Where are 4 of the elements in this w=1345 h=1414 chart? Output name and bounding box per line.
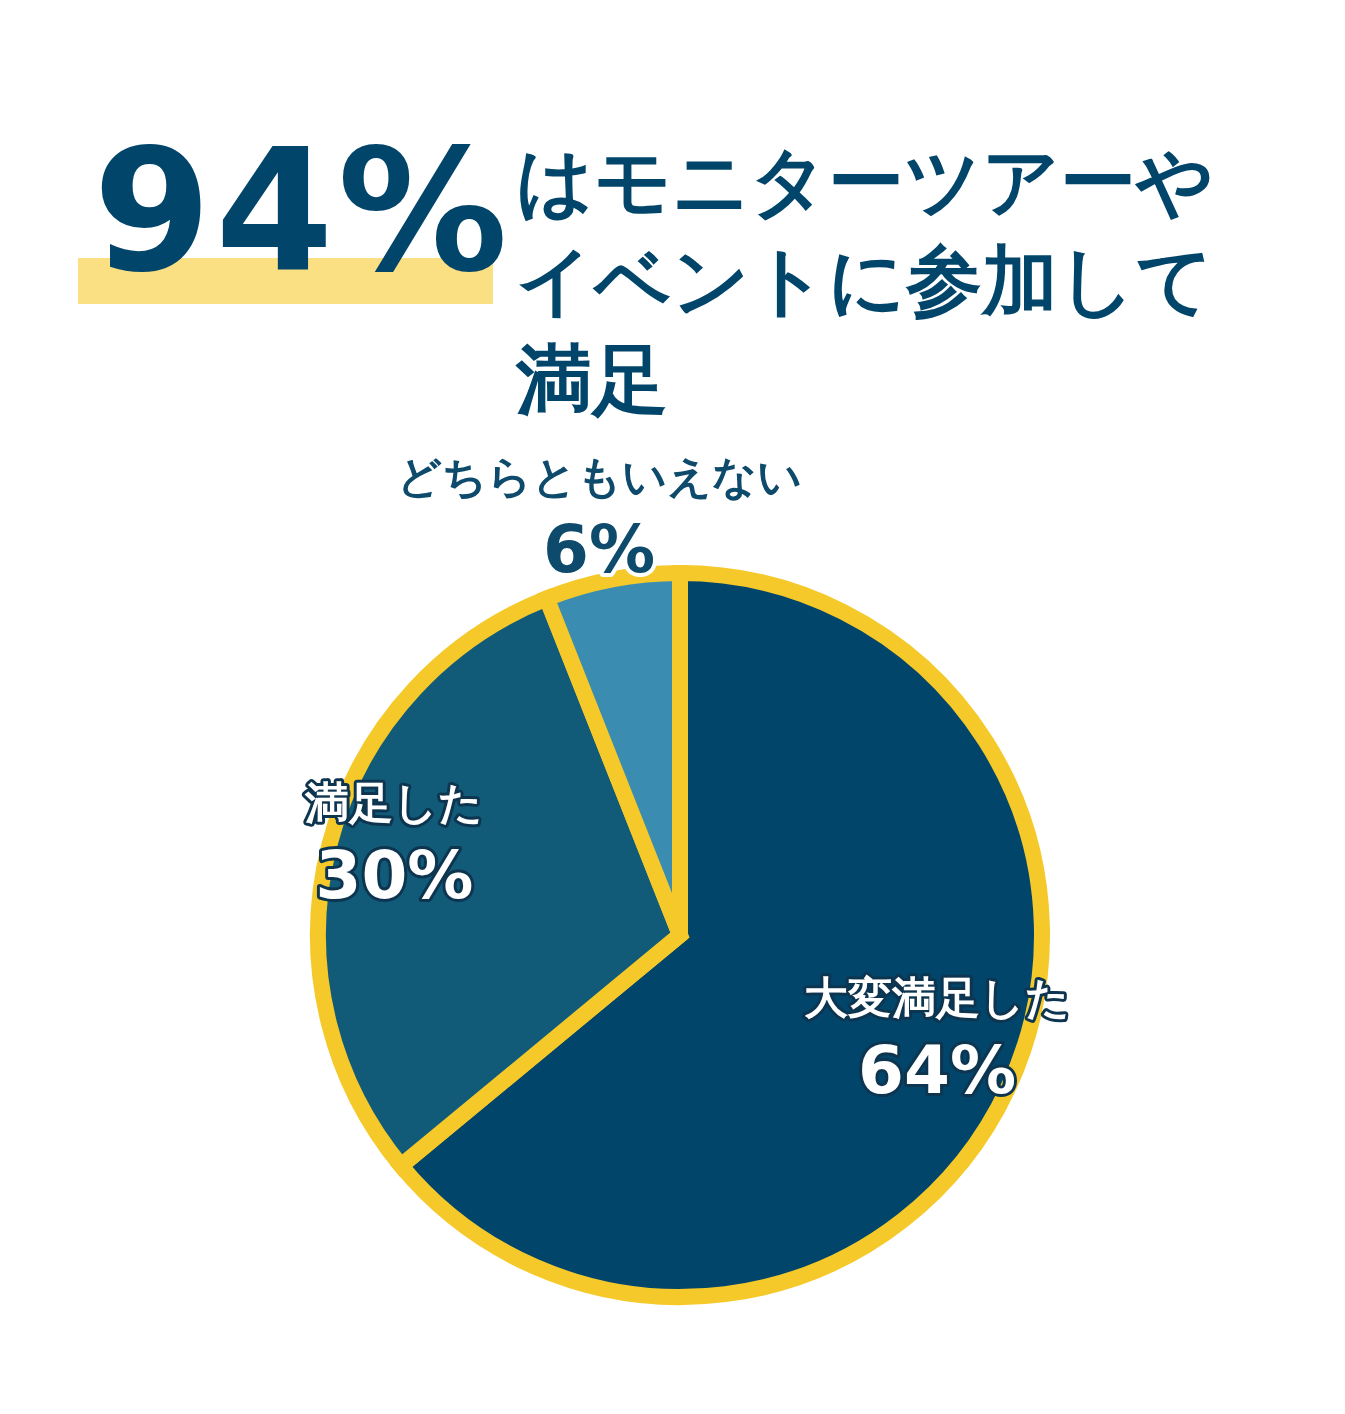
data-label: 6% [543,510,656,588]
chart-subtitle: はモニターツアーやイベントに参加して満足 [516,136,1215,426]
chart-title: 94% [93,112,512,310]
slice-label: どちらともいえない [396,450,802,502]
